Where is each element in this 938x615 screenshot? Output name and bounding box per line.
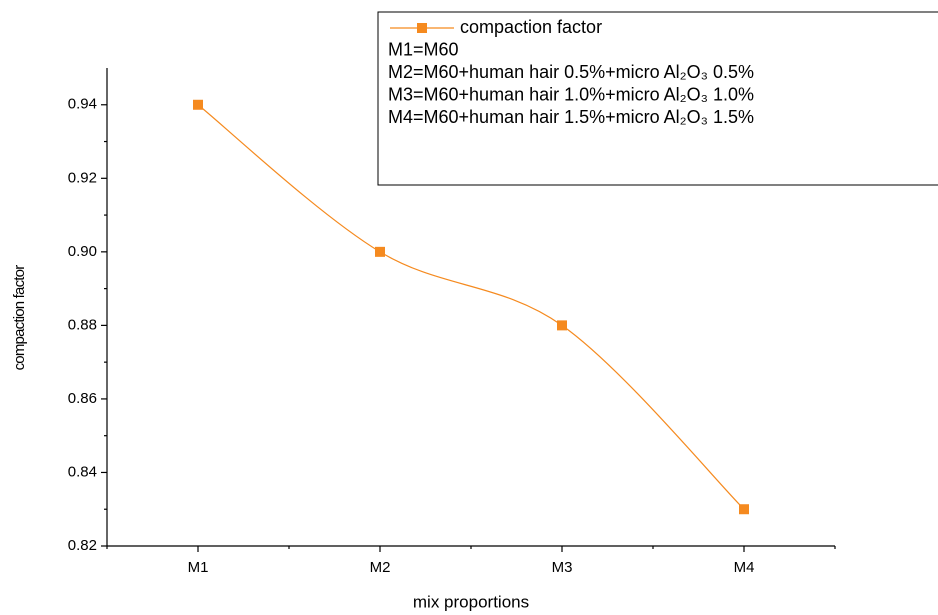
marker [193, 99, 203, 110]
x-tick-label: M1 [188, 559, 209, 576]
legend-note: M2=M60+human hair 0.5%+micro Al₂O₃ 0.5% [388, 62, 754, 82]
legend-note: M3=M60+human hair 1.0%+micro Al₂O₃ 1.0% [388, 84, 754, 104]
y-tick-label: 0.88 [68, 316, 97, 333]
x-tick-label: M3 [552, 559, 573, 576]
x-tick-label: M4 [734, 559, 755, 576]
x-axis-label: mix proportions [413, 592, 529, 611]
legend-label: compaction factor [460, 17, 602, 37]
line [197, 104, 745, 510]
y-tick-label: 0.92 [68, 169, 97, 186]
y-axis-label: compaction factor [11, 265, 28, 371]
y-tick-label: 0.94 [68, 96, 97, 113]
legend-marker [417, 23, 427, 33]
marker [557, 320, 567, 331]
legend-box [377, 11, 938, 186]
x-tick-label: M2 [370, 559, 391, 576]
legend-note: M1=M60 [388, 39, 459, 59]
y-tick-label: 0.82 [68, 537, 97, 554]
marker [739, 504, 749, 515]
y-tick-label: 0.86 [68, 390, 97, 407]
y-tick-label: 0.84 [68, 463, 97, 480]
y-tick-label: 0.90 [68, 243, 97, 260]
legend-note: M4=M60+human hair 1.5%+micro Al₂O₃ 1.5% [388, 107, 754, 127]
marker [375, 246, 385, 257]
